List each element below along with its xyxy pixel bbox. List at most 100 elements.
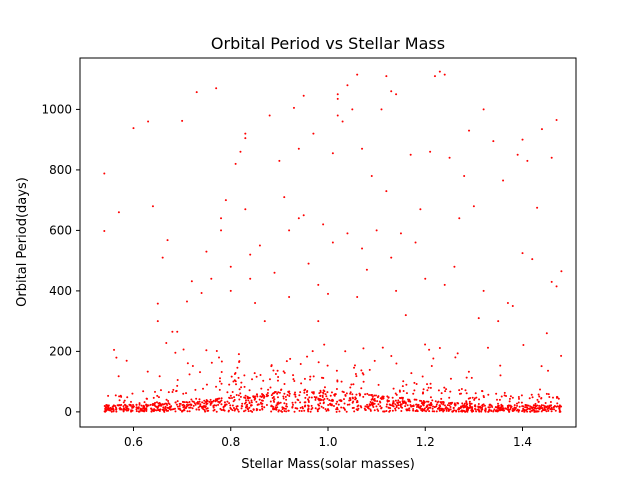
- data-point: [365, 268, 368, 271]
- data-point: [335, 408, 338, 411]
- data-point: [376, 396, 379, 399]
- data-point: [463, 174, 466, 177]
- data-point: [462, 404, 465, 407]
- data-point: [535, 410, 538, 413]
- data-point: [432, 357, 435, 360]
- data-point: [431, 407, 434, 410]
- data-point: [204, 405, 207, 408]
- data-point: [433, 410, 436, 413]
- data-point: [441, 401, 444, 403]
- data-point: [477, 408, 480, 411]
- data-point: [413, 381, 416, 384]
- data-point: [236, 366, 239, 369]
- data-point: [378, 400, 381, 403]
- data-point: [546, 407, 549, 410]
- data-point: [188, 406, 191, 409]
- data-point: [244, 399, 247, 402]
- data-point: [181, 119, 184, 122]
- data-point: [528, 397, 531, 400]
- data-point: [526, 159, 529, 162]
- data-point: [323, 398, 326, 401]
- data-point: [220, 370, 223, 373]
- data-point: [429, 402, 432, 405]
- data-point: [205, 250, 208, 253]
- data-point: [303, 401, 306, 404]
- data-point: [394, 403, 397, 406]
- data-point: [532, 406, 535, 409]
- data-point: [395, 393, 398, 396]
- data-point: [379, 405, 382, 408]
- data-point: [503, 394, 506, 397]
- data-point: [110, 408, 113, 411]
- data-point: [307, 262, 310, 265]
- data-point: [203, 409, 206, 412]
- data-point: [244, 132, 247, 135]
- data-point: [540, 397, 543, 400]
- data-point: [212, 405, 215, 408]
- data-point: [324, 408, 327, 411]
- data-point: [218, 356, 221, 359]
- data-point: [188, 410, 191, 413]
- data-point: [277, 375, 280, 378]
- data-point: [405, 383, 408, 386]
- data-point: [352, 400, 355, 403]
- data-point: [401, 385, 404, 388]
- data-point: [536, 398, 539, 401]
- data-point: [263, 320, 266, 323]
- data-point: [229, 289, 232, 292]
- data-point: [226, 391, 229, 394]
- data-point: [178, 407, 181, 410]
- data-point: [430, 364, 433, 367]
- data-point: [202, 387, 205, 390]
- data-point: [161, 403, 164, 406]
- data-point: [445, 388, 448, 391]
- data-point: [503, 391, 506, 394]
- data-point: [220, 360, 223, 363]
- data-point: [126, 396, 129, 399]
- data-point: [354, 397, 357, 400]
- data-point: [155, 405, 158, 408]
- data-point: [556, 405, 559, 408]
- data-point: [273, 390, 276, 393]
- data-point: [373, 394, 376, 397]
- data-point: [478, 410, 481, 413]
- data-point: [176, 330, 179, 333]
- data-point: [348, 403, 351, 406]
- data-point: [426, 405, 429, 408]
- data-point: [189, 403, 192, 406]
- data-point: [237, 376, 240, 379]
- data-point: [253, 396, 256, 399]
- data-point: [404, 314, 407, 317]
- data-point: [329, 394, 332, 397]
- data-point: [421, 402, 424, 405]
- data-point: [240, 381, 243, 384]
- data-point: [299, 406, 302, 409]
- data-point: [297, 399, 300, 402]
- data-point: [326, 364, 329, 367]
- data-point: [307, 401, 310, 404]
- data-point: [369, 404, 372, 407]
- data-point: [515, 402, 518, 405]
- data-point: [521, 138, 524, 141]
- data-point: [194, 403, 197, 406]
- data-point: [398, 401, 401, 404]
- data-point: [468, 404, 471, 407]
- data-point: [428, 403, 431, 406]
- data-point: [487, 410, 490, 413]
- data-point: [145, 407, 148, 410]
- data-point: [475, 410, 478, 413]
- data-point: [215, 398, 218, 401]
- data-point: [288, 295, 291, 298]
- data-point: [389, 407, 392, 410]
- data-point: [218, 380, 221, 383]
- data-point: [176, 379, 179, 381]
- data-point: [231, 409, 234, 412]
- data-point: [331, 400, 334, 402]
- data-point: [280, 409, 283, 412]
- data-point: [416, 410, 419, 413]
- data-point: [312, 375, 315, 378]
- data-point: [325, 395, 328, 398]
- data-point: [478, 398, 481, 401]
- data-point: [351, 396, 354, 399]
